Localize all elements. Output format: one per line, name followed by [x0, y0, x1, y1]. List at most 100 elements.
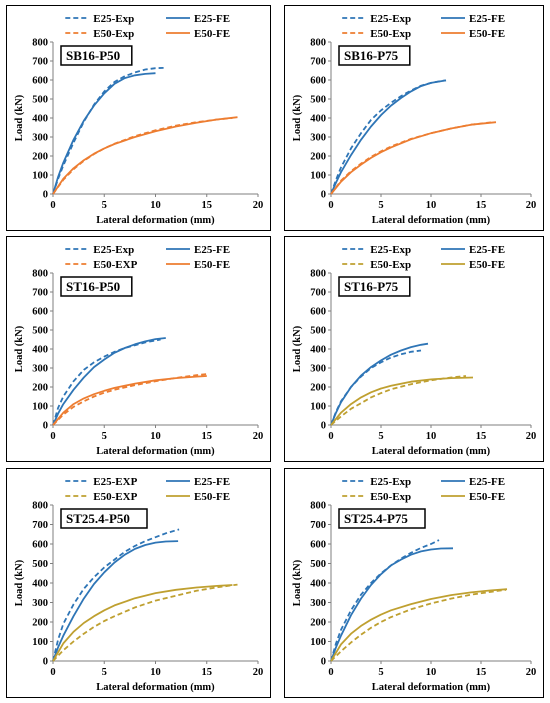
legend-label-e25-fe: E25-FE	[469, 476, 505, 488]
x-tick-label: 5	[102, 667, 107, 678]
series-line-e50-fe	[330, 376, 474, 426]
x-axis-label: Lateral deformation (mm)	[372, 446, 491, 457]
series-line-e25-fe	[52, 540, 179, 662]
series-line-e50-exp	[330, 588, 507, 662]
y-axis-label: Load (kN)	[14, 94, 25, 141]
chart-title-box	[60, 276, 133, 297]
series-line-e25-fe	[330, 547, 454, 662]
y-tick-label: 500	[310, 559, 326, 570]
chart-panel-st25-4-p50: 0 100 200 300 400 500 600 700 800 0 5 10 15 20 Lateral…	[6, 468, 271, 698]
x-tick-label: 20	[526, 200, 537, 211]
legend-label-e50-fe: E50-FE	[194, 28, 230, 40]
legend-label-e25-exp: E25-EXP	[93, 476, 137, 488]
series-line-e25-exp	[52, 338, 161, 426]
chart-title: ST25.4-P75	[344, 511, 408, 526]
series-line-e50-fe	[330, 588, 508, 662]
y-tick-label: 0	[43, 190, 48, 201]
y-tick-label: 700	[310, 57, 326, 68]
x-axis-label: Lateral deformation (mm)	[96, 682, 215, 693]
legend-label-e25-exp: E25-Exp	[370, 13, 411, 25]
x-tick-label: 20	[526, 431, 537, 442]
y-axis-label: Load (kN)	[14, 559, 25, 606]
x-tick-label: 20	[253, 667, 264, 678]
chart-svg-st16-p75: 0 100 200 300 400 500 600 700 800 0 5 10 15 20 Lateral…	[292, 244, 537, 457]
x-tick-label: 20	[253, 431, 264, 442]
series-line-e50-exp	[52, 583, 238, 662]
series-line-e50-fe	[52, 116, 238, 195]
y-tick-label: 200	[310, 618, 326, 629]
series-line-e25-exp	[52, 66, 166, 195]
y-tick-label: 500	[310, 95, 326, 106]
y-tick-label: 500	[32, 559, 48, 570]
chart-title-box	[338, 508, 426, 529]
x-tick-label: 15	[202, 667, 213, 678]
x-tick-label: 10	[150, 200, 161, 211]
chart-panel-st16-p50: 0 100 200 300 400 500 600 700 800 0 5 10 15 20 Lateral…	[6, 236, 271, 462]
x-tick-label: 15	[476, 431, 487, 442]
legend-label-e50-exp: E50-Exp	[93, 28, 134, 40]
y-tick-label: 0	[43, 657, 48, 668]
chart-panel-sb16-p50: 0 100 200 300 400 500 600 700 800 0 5 10 15 20 Lateral…	[6, 5, 271, 231]
x-tick-label: 0	[328, 667, 333, 678]
legend-label-e50-exp: E50-Exp	[370, 491, 411, 503]
y-axis-label: Load (kN)	[292, 325, 303, 372]
x-tick-label: 0	[50, 431, 55, 442]
y-tick-label: 100	[310, 637, 326, 648]
y-tick-label: 500	[310, 326, 326, 337]
chart-svg-st16-p50: 0 100 200 300 400 500 600 700 800 0 5 10 15 20 Lateral…	[14, 244, 264, 457]
chart-title: ST16-P75	[344, 279, 399, 294]
legend-label-e25-fe: E25-FE	[194, 13, 230, 25]
y-tick-label: 700	[32, 520, 48, 531]
chart-svg-sb16-p50: 0 100 200 300 400 500 600 700 800 0 5 10 15 20 Lateral…	[14, 13, 263, 226]
x-tick-label: 5	[378, 200, 383, 211]
legend-label-e25-fe: E25-FE	[194, 476, 230, 488]
chart-title-box	[338, 45, 411, 66]
chart-title-box	[338, 276, 411, 297]
chart-title-box	[60, 508, 148, 529]
y-axis-label: Load (kN)	[14, 325, 25, 372]
y-tick-label: 500	[32, 326, 48, 337]
x-tick-label: 5	[378, 431, 383, 442]
series-line-e50-fe	[330, 121, 497, 195]
y-tick-label: 400	[310, 579, 326, 590]
legend-label-e25-fe: E25-FE	[469, 244, 505, 256]
legend-label-e50-fe: E50-FE	[194, 491, 230, 503]
y-tick-label: 700	[32, 57, 48, 68]
y-tick-label: 300	[310, 598, 326, 609]
series-line-e50-fe	[52, 375, 207, 426]
x-tick-label: 15	[476, 667, 487, 678]
y-tick-label: 800	[32, 501, 48, 512]
y-tick-label: 800	[310, 38, 326, 49]
y-tick-label: 400	[32, 345, 48, 356]
legend-label-e50-fe: E50-FE	[469, 28, 505, 40]
y-tick-label: 100	[310, 402, 326, 413]
y-tick-label: 200	[310, 383, 326, 394]
y-tick-label: 200	[32, 152, 48, 163]
series-line-e50-exp	[52, 373, 207, 426]
x-axis-label: Lateral deformation (mm)	[372, 682, 491, 693]
legend-label-e50-fe: E50-FE	[194, 259, 230, 271]
series-line-e25-exp	[330, 349, 422, 426]
y-tick-label: 700	[310, 520, 326, 531]
x-tick-label: 15	[476, 200, 487, 211]
x-tick-label: 5	[102, 200, 107, 211]
y-tick-label: 300	[32, 364, 48, 375]
x-tick-label: 0	[328, 200, 333, 211]
series-line-e25-exp	[330, 539, 440, 662]
legend-label-e25-exp: E25-Exp	[93, 13, 134, 25]
x-tick-label: 10	[426, 431, 437, 442]
chart-panel-st16-p75: 0 100 200 300 400 500 600 700 800 0 5 10 15 20 Lateral…	[284, 236, 544, 462]
y-axis-label: Load (kN)	[292, 94, 303, 141]
y-tick-label: 100	[310, 171, 326, 182]
legend-label-e25-fe: E25-FE	[469, 13, 505, 25]
y-tick-label: 300	[32, 133, 48, 144]
y-tick-label: 0	[321, 421, 326, 432]
x-tick-label: 10	[426, 200, 437, 211]
y-tick-label: 0	[321, 190, 326, 201]
x-tick-label: 0	[50, 200, 55, 211]
x-tick-label: 5	[378, 667, 383, 678]
y-tick-label: 200	[32, 383, 48, 394]
y-tick-label: 500	[32, 95, 48, 106]
y-tick-label: 400	[310, 114, 326, 125]
legend-label-e25-exp: E25-Exp	[93, 244, 134, 256]
